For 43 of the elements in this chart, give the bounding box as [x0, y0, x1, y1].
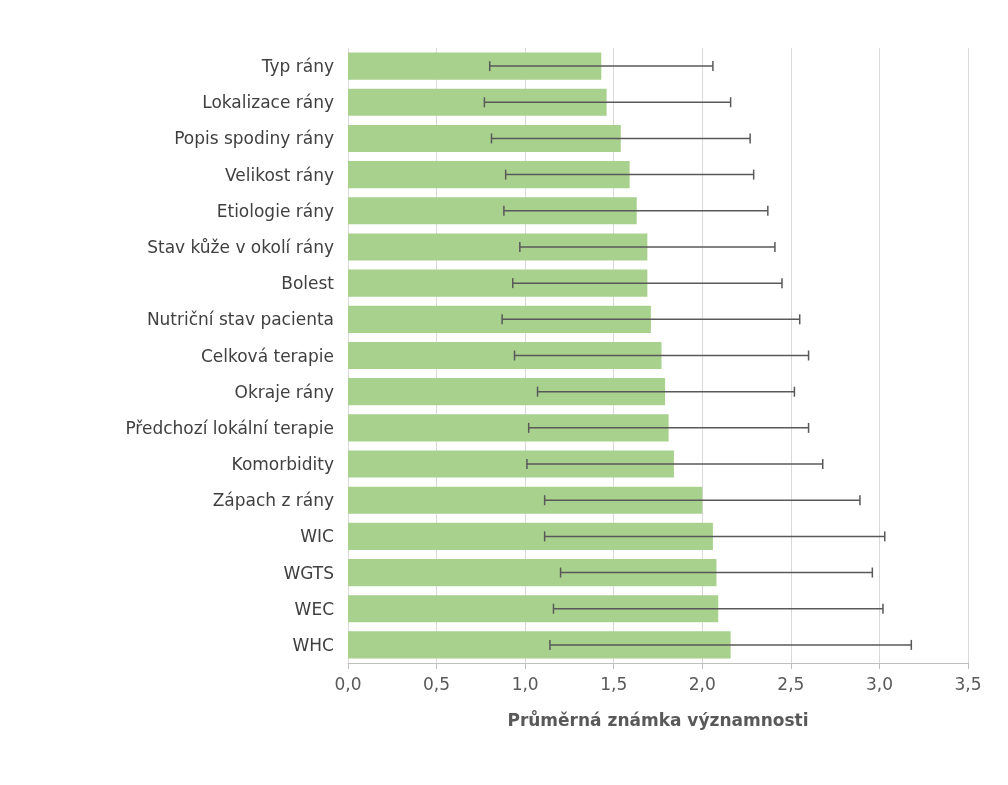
y-tick-label: WHC	[292, 634, 334, 655]
x-tick-label: 0,5	[423, 673, 451, 694]
bar	[348, 341, 662, 370]
bar	[348, 450, 674, 478]
y-tick-label: WIC	[300, 526, 334, 547]
y-tick-label: WGTS	[283, 562, 334, 583]
y-tick-label: Komorbidity	[231, 454, 334, 475]
y-tick-label: Bolest	[281, 273, 335, 294]
bar	[348, 558, 717, 587]
x-tick-label: 1,5	[600, 673, 628, 694]
y-tick-label: Stav kůže v okolí rány	[147, 236, 334, 257]
y-tick-label: WEC	[294, 598, 334, 619]
x-tick-label: 1,0	[511, 673, 539, 694]
y-tick-label: Velikost rány	[224, 164, 334, 185]
bar	[348, 197, 637, 225]
y-tick-label: Nutriční stav pacienta	[146, 309, 334, 330]
y-tick-label: Předchozí lokální terapie	[125, 417, 334, 438]
x-tick-label: 2,5	[777, 673, 805, 694]
bar	[348, 161, 630, 189]
x-tick-label: 2,0	[688, 673, 716, 694]
bar	[348, 378, 666, 406]
y-tick-label: Etiologie rány	[216, 200, 334, 221]
bar	[348, 522, 713, 550]
bar	[348, 486, 703, 514]
x-axis-title: Průměrná známka významnosti	[507, 708, 809, 730]
y-tick-label: Popis spodiny rány	[174, 128, 334, 149]
bar	[348, 124, 621, 153]
y-tick-label: Zápach z rány	[212, 490, 334, 511]
bar	[348, 233, 648, 261]
x-tick-label: 3,0	[865, 673, 893, 694]
bar	[348, 631, 731, 659]
bar	[348, 52, 602, 80]
y-tick-label: Typ rány	[260, 56, 334, 77]
y-tick-label: Lokalizace rány	[202, 92, 334, 113]
bar	[348, 269, 648, 297]
y-tick-label: Celková terapie	[200, 345, 334, 366]
bar	[348, 305, 651, 333]
x-tick-label: 0,0	[334, 673, 362, 694]
bar	[348, 414, 669, 442]
bar	[348, 88, 607, 116]
y-tick-label: Okraje rány	[234, 381, 334, 402]
x-tick-label: 3,5	[954, 673, 982, 694]
bar	[348, 595, 719, 623]
